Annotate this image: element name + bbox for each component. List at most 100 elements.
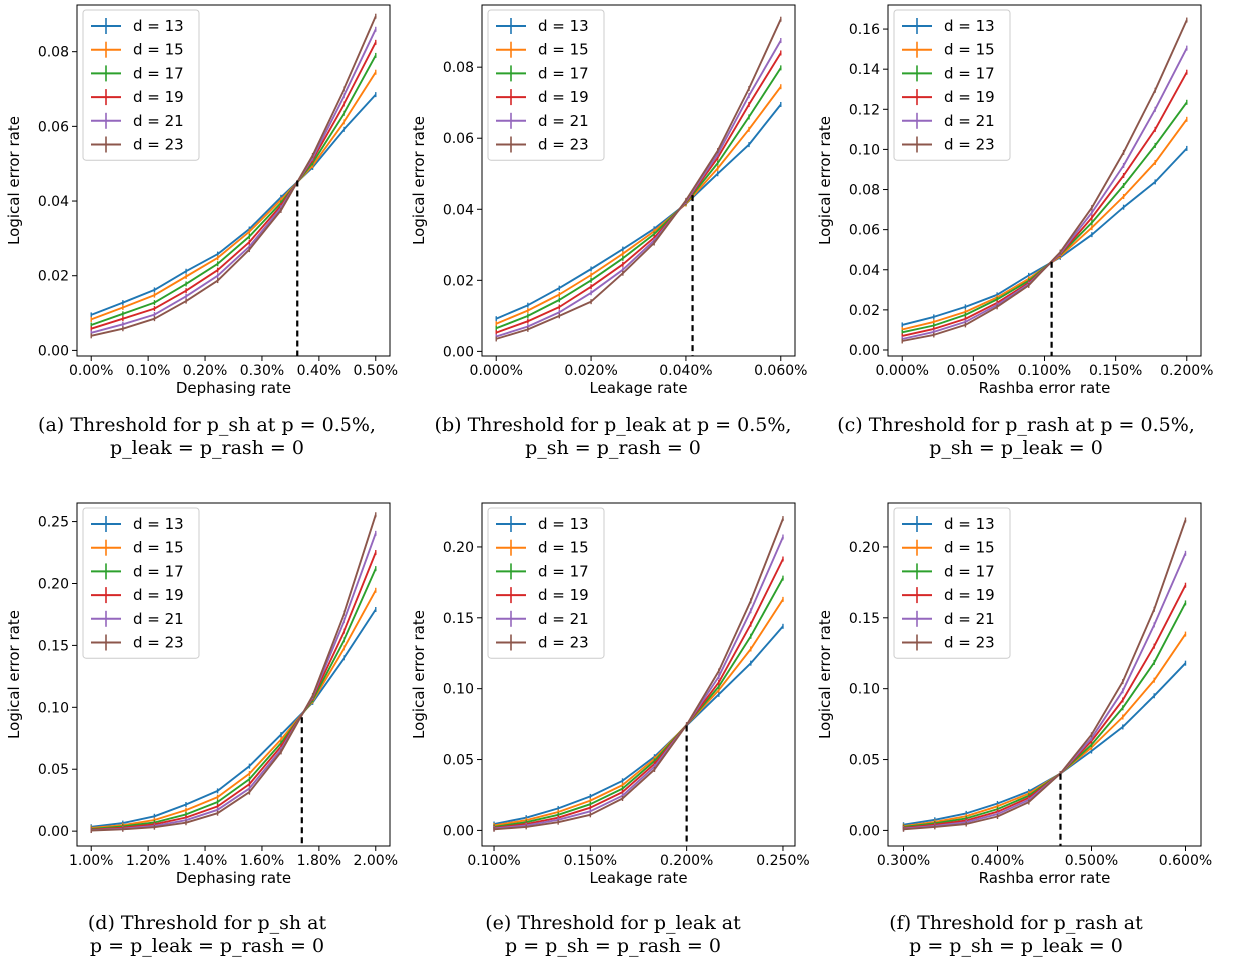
legend-label-b-5: d = 23 (538, 136, 589, 154)
series-line-e-3 (493, 558, 784, 829)
series-group-b (495, 16, 782, 342)
chart-e: 0.100% 0.150% 0.200% 0.250% 0.00 0.05 0.10 0.15… (410, 502, 810, 887)
legend-d: d = 13 d = 15 d = 17 d = 19 d = 21 d = 23 (82, 507, 200, 659)
legend-label-c-3: d = 19 (944, 88, 995, 106)
y-axis-label-d: Logical error rate (5, 610, 23, 739)
x-axis-label-c: Rashba error rate (979, 379, 1111, 397)
caption-a-line2: p_leak = p_rash = 0 (110, 437, 304, 459)
legend-label-c-5: d = 23 (944, 136, 995, 154)
legend-label-f-5: d = 23 (944, 634, 995, 652)
series-line-f-1 (903, 633, 1187, 828)
legend-label-b-4: d = 21 (538, 112, 589, 130)
caption-d-line1: (d) Threshold for p_sh at (87, 912, 327, 934)
y-tick-label-b-0: 0.00 (443, 344, 474, 360)
y-axis-label-e: Logical error rate (410, 610, 428, 739)
y-tick-label-d-3: 0.15 (38, 638, 69, 654)
legend-f: d = 13 d = 15 d = 17 d = 19 d = 21 d = 23 (893, 507, 1011, 659)
y-tick-label-f-1: 0.05 (849, 753, 880, 769)
series-line-b-1 (495, 86, 782, 325)
y-tick-label-b-3: 0.06 (443, 131, 474, 147)
x-tick-label-e-2: 0.200% (660, 853, 713, 869)
legend-label-f-0: d = 13 (944, 515, 995, 533)
caption-d-line2: p = p_leak = p_rash = 0 (89, 935, 325, 957)
caption-b-line2: p_sh = p_rash = 0 (525, 437, 701, 459)
legend-label-a-2: d = 17 (133, 64, 184, 82)
y-tick-label-f-3: 0.15 (849, 611, 880, 627)
y-tick-label-f-0: 0.00 (849, 823, 880, 839)
legend-label-a-0: d = 13 (133, 17, 184, 35)
y-tick-label-c-0: 0.00 (849, 343, 880, 359)
x-axis-label-d: Dephasing rate (176, 869, 291, 887)
legend-c: d = 13 d = 15 d = 17 d = 19 d = 21 d = 23 (893, 9, 1011, 161)
y-tick-label-c-1: 0.02 (849, 303, 880, 319)
plot-frame-e (481, 502, 796, 847)
plot-frame-d (76, 502, 391, 847)
legend-box-f (893, 507, 1011, 659)
caption-e-line1: (e) Threshold for p_leak at (485, 912, 741, 934)
series-line-e-0 (493, 625, 784, 825)
series-line-d-0 (91, 608, 377, 828)
x-tick-label-e-1: 0.150% (564, 853, 617, 869)
chart-b: 0.000% 0.020% 0.040% 0.060% 0.00 0.02 0.04 0.06… (410, 4, 807, 397)
legend-label-d-0: d = 13 (133, 515, 184, 533)
series-line-a-0 (90, 93, 377, 316)
x-tick-label-a-5: 0.50% (354, 363, 398, 379)
plot-frame-a (76, 4, 391, 357)
y-tick-label-e-1: 0.05 (443, 753, 474, 769)
y-axis-label-a: Logical error rate (5, 116, 23, 245)
series-line-e-1 (493, 598, 784, 827)
legend-label-e-1: d = 15 (538, 539, 589, 557)
caption-b: (b) Threshold for p_leak at p = 0.5%, p_… (413, 414, 813, 460)
y-tick-label-f-2: 0.10 (849, 682, 880, 698)
x-tick-label-f-0: 0.300% (877, 853, 930, 869)
x-tick-label-b-3: 0.060% (754, 363, 807, 379)
caption-d: (d) Threshold for p_sh at p = p_leak = p… (7, 912, 407, 958)
x-tick-label-d-1: 1.20% (126, 853, 170, 869)
caption-f-line2: p = p_sh = p_leak = 0 (909, 935, 1123, 957)
legend-label-c-1: d = 15 (944, 41, 995, 59)
legend-label-c-4: d = 21 (944, 112, 995, 130)
y-tick-label-f-4: 0.20 (849, 540, 880, 556)
series-line-a-4 (90, 28, 377, 334)
x-axis-label-a: Dephasing rate (176, 379, 291, 397)
legend-label-e-0: d = 13 (538, 515, 589, 533)
legend-label-b-1: d = 15 (538, 41, 589, 59)
y-tick-label-a-3: 0.06 (38, 119, 69, 135)
legend-label-e-3: d = 19 (538, 586, 589, 604)
series-line-d-2 (91, 568, 377, 830)
y-tick-label-a-2: 0.04 (38, 194, 69, 210)
legend-label-d-5: d = 23 (133, 634, 184, 652)
y-tick-label-d-2: 0.10 (38, 700, 69, 716)
legend-box-e (487, 507, 605, 659)
y-tick-label-e-2: 0.10 (443, 682, 474, 698)
x-tick-label-c-1: 0.050% (947, 363, 1000, 379)
legend-label-a-1: d = 15 (133, 41, 184, 59)
x-tick-label-d-5: 2.00% (354, 853, 398, 869)
y-tick-label-d-1: 0.05 (38, 762, 69, 778)
legend-box-c (893, 9, 1011, 161)
x-tick-label-b-0: 0.000% (470, 363, 523, 379)
legend-label-c-0: d = 13 (944, 17, 995, 35)
series-line-b-3 (495, 52, 782, 334)
y-tick-label-c-8: 0.16 (849, 22, 880, 38)
x-tick-label-e-3: 0.250% (756, 853, 809, 869)
series-line-a-1 (90, 71, 377, 321)
x-tick-label-b-1: 0.020% (564, 363, 617, 379)
y-tick-label-c-3: 0.06 (849, 223, 880, 239)
x-tick-label-a-2: 0.20% (183, 363, 227, 379)
series-line-c-5 (902, 19, 1188, 342)
chart-d: 1.00% 1.20% 1.40% 1.60% 1.80% 2.00% 0.00 0.05 0.… (5, 502, 398, 887)
x-tick-label-e-0: 0.100% (467, 853, 520, 869)
y-tick-label-e-0: 0.00 (443, 823, 474, 839)
series-line-b-4 (495, 40, 782, 338)
legend-label-b-3: d = 19 (538, 88, 589, 106)
legend-label-f-4: d = 21 (944, 610, 995, 628)
x-axis-label-b: Leakage rate (589, 379, 687, 397)
y-tick-label-a-0: 0.00 (38, 343, 69, 359)
legend-e: d = 13 d = 15 d = 17 d = 19 d = 21 d = 23 (487, 507, 605, 659)
chart-f: 0.300% 0.400% 0.500% 0.600% 0.00 0.05 0.10 0.15… (816, 502, 1212, 887)
series-line-d-5 (91, 514, 377, 832)
series-line-f-5 (903, 519, 1187, 831)
series-group-d (90, 512, 377, 834)
series-line-e-2 (493, 577, 784, 828)
